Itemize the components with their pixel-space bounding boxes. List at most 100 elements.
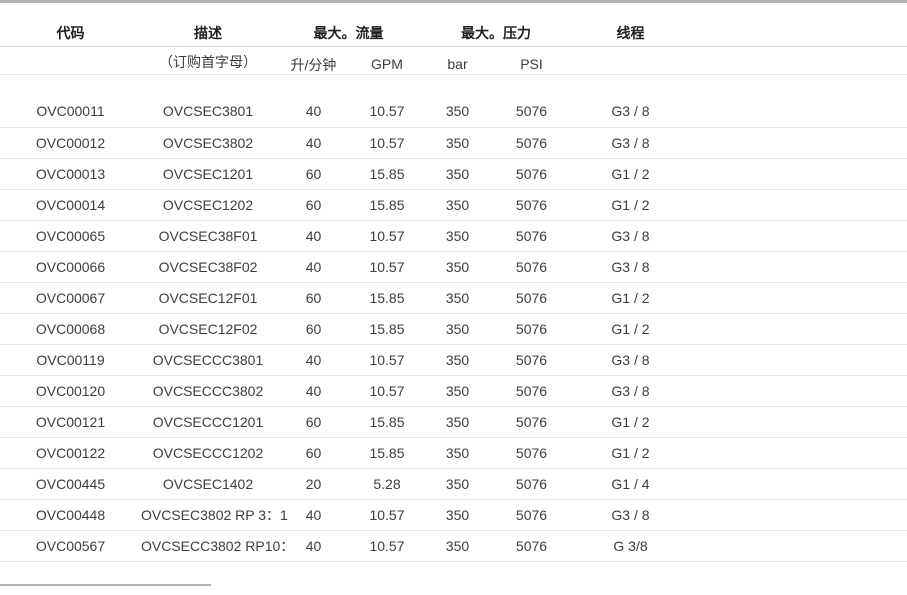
cell-psi: 5076: [493, 189, 570, 221]
cell-gpm: 10.57: [352, 375, 422, 407]
cell-psi: 5076: [493, 127, 570, 159]
cell-psi: 5076: [493, 251, 570, 283]
cell-gpm: 10.57: [352, 344, 422, 376]
cell-filler: [691, 127, 907, 159]
cell-thread: G3 / 8: [570, 220, 691, 252]
cell-code: OVC00011: [0, 96, 141, 128]
column-header-filler: [691, 3, 907, 47]
cell-thread: G3 / 8: [570, 251, 691, 283]
subheader-empty: [570, 46, 691, 75]
cell-bar: 350: [422, 220, 493, 252]
cell-l-min: 40: [275, 251, 352, 283]
cell-gpm: 15.85: [352, 189, 422, 221]
cell-filler: [691, 406, 907, 438]
table-row: OVC00014 OVCSEC1202 60 15.85 350 5076 G1…: [0, 189, 907, 221]
cell-description: OVCSEC1402: [141, 468, 275, 500]
subheader-empty: [691, 46, 907, 75]
column-header-code: 代码: [0, 3, 141, 47]
cell-description: OVCSEC1201: [141, 158, 275, 190]
subheader-gpm: GPM: [352, 46, 422, 75]
cell-gpm: 15.85: [352, 406, 422, 438]
cell-code: OVC00013: [0, 158, 141, 190]
subheader-bar: bar: [422, 46, 493, 75]
cell-psi: 5076: [493, 375, 570, 407]
subheader-empty: [0, 46, 141, 75]
cell-description: OVCSECCC3801: [141, 344, 275, 376]
cell-psi: 5076: [493, 158, 570, 190]
cell-thread: G3 / 8: [570, 375, 691, 407]
cell-filler: [691, 499, 907, 531]
cell-thread: G1 / 2: [570, 313, 691, 345]
cell-gpm: 10.57: [352, 530, 422, 562]
cell-description: OVCSECCC1202: [141, 437, 275, 469]
cell-l-min: 40: [275, 375, 352, 407]
cell-filler: [691, 96, 907, 128]
cell-l-min: 40: [275, 96, 352, 128]
cell-thread: G1 / 2: [570, 406, 691, 438]
cell-l-min: 60: [275, 282, 352, 314]
cell-l-min: 60: [275, 189, 352, 221]
cell-thread: G3 / 8: [570, 127, 691, 159]
column-header-thread: 线程: [570, 3, 691, 47]
cell-description: OVCSEC3801: [141, 96, 275, 128]
window-top-bar: [0, 0, 907, 3]
table-body: OVC00011 OVCSEC3801 40 10.57 350 5076 G3…: [0, 96, 907, 562]
cell-code: OVC00067: [0, 282, 141, 314]
cell-bar: 350: [422, 375, 493, 407]
cell-l-min: 40: [275, 530, 352, 562]
cell-bar: 350: [422, 499, 493, 531]
cell-psi: 5076: [493, 96, 570, 128]
cell-gpm: 15.85: [352, 313, 422, 345]
cell-description: OVCSECCC1201: [141, 406, 275, 438]
cell-l-min: 40: [275, 220, 352, 252]
cell-thread: G3 / 8: [570, 499, 691, 531]
cell-thread: G1 / 2: [570, 189, 691, 221]
cell-filler: [691, 530, 907, 562]
cell-description: OVCSECC3802 RP10：: [141, 530, 294, 562]
cell-l-min: 60: [275, 158, 352, 190]
spacer-cell: [0, 74, 907, 96]
cell-filler: [691, 158, 907, 190]
cell-code: OVC00448: [0, 499, 141, 531]
cell-filler: [691, 189, 907, 221]
cell-code: OVC00066: [0, 251, 141, 283]
cell-gpm: 10.57: [352, 499, 422, 531]
table-row: OVC00119 OVCSECCC3801 40 10.57 350 5076 …: [0, 344, 907, 376]
table-row: OVC00068 OVCSEC12F02 60 15.85 350 5076 G…: [0, 313, 907, 345]
cell-code: OVC00012: [0, 127, 141, 159]
table-row: OVC00011 OVCSEC3801 40 10.57 350 5076 G3…: [0, 96, 907, 128]
cell-filler: [691, 468, 907, 500]
cell-thread: G1 / 2: [570, 282, 691, 314]
cell-code: OVC00065: [0, 220, 141, 252]
cell-l-min: 20: [275, 468, 352, 500]
table-row: OVC00448 OVCSEC3802 RP 3：1 40 10.57 350 …: [0, 499, 907, 531]
cell-l-min: 40: [275, 127, 352, 159]
cell-filler: [691, 437, 907, 469]
subheader-psi: PSI: [493, 46, 570, 75]
cell-l-min: 60: [275, 437, 352, 469]
table-row: OVC00066 OVCSEC38F02 40 10.57 350 5076 G…: [0, 251, 907, 283]
table-header-row: 代码 描述 最大。流量 最大。压力 线程: [0, 3, 907, 47]
cell-psi: 5076: [493, 437, 570, 469]
table-row: OVC00065 OVCSEC38F01 40 10.57 350 5076 G…: [0, 220, 907, 252]
table-row: OVC00013 OVCSEC1201 60 15.85 350 5076 G1…: [0, 158, 907, 190]
cell-gpm: 10.57: [352, 251, 422, 283]
table-row: OVC00121 OVCSECCC1201 60 15.85 350 5076 …: [0, 406, 907, 438]
subheader-l-min-cell: 升/分钟: [275, 46, 352, 75]
cell-code: OVC00068: [0, 313, 141, 345]
cell-description: OVCSEC38F02: [141, 251, 275, 283]
cell-bar: 350: [422, 189, 493, 221]
subheader-l-min-label: 升/分钟: [290, 56, 337, 73]
cell-psi: 5076: [493, 313, 570, 345]
table-row: OVC00122 OVCSECCC1202 60 15.85 350 5076 …: [0, 437, 907, 469]
cell-bar: 350: [422, 468, 493, 500]
cell-l-min: 60: [275, 313, 352, 345]
bottom-partial-rule: [0, 583, 211, 586]
cell-filler: [691, 220, 907, 252]
product-spec-table: 代码 描述 最大。流量 最大。压力 线程 （订购首字母） 升/分钟 GPM ba…: [0, 3, 907, 562]
cell-bar: 350: [422, 96, 493, 128]
cell-filler: [691, 251, 907, 283]
cell-thread: G1 / 2: [570, 437, 691, 469]
cell-gpm: 5.28: [352, 468, 422, 500]
cell-gpm: 10.57: [352, 96, 422, 128]
